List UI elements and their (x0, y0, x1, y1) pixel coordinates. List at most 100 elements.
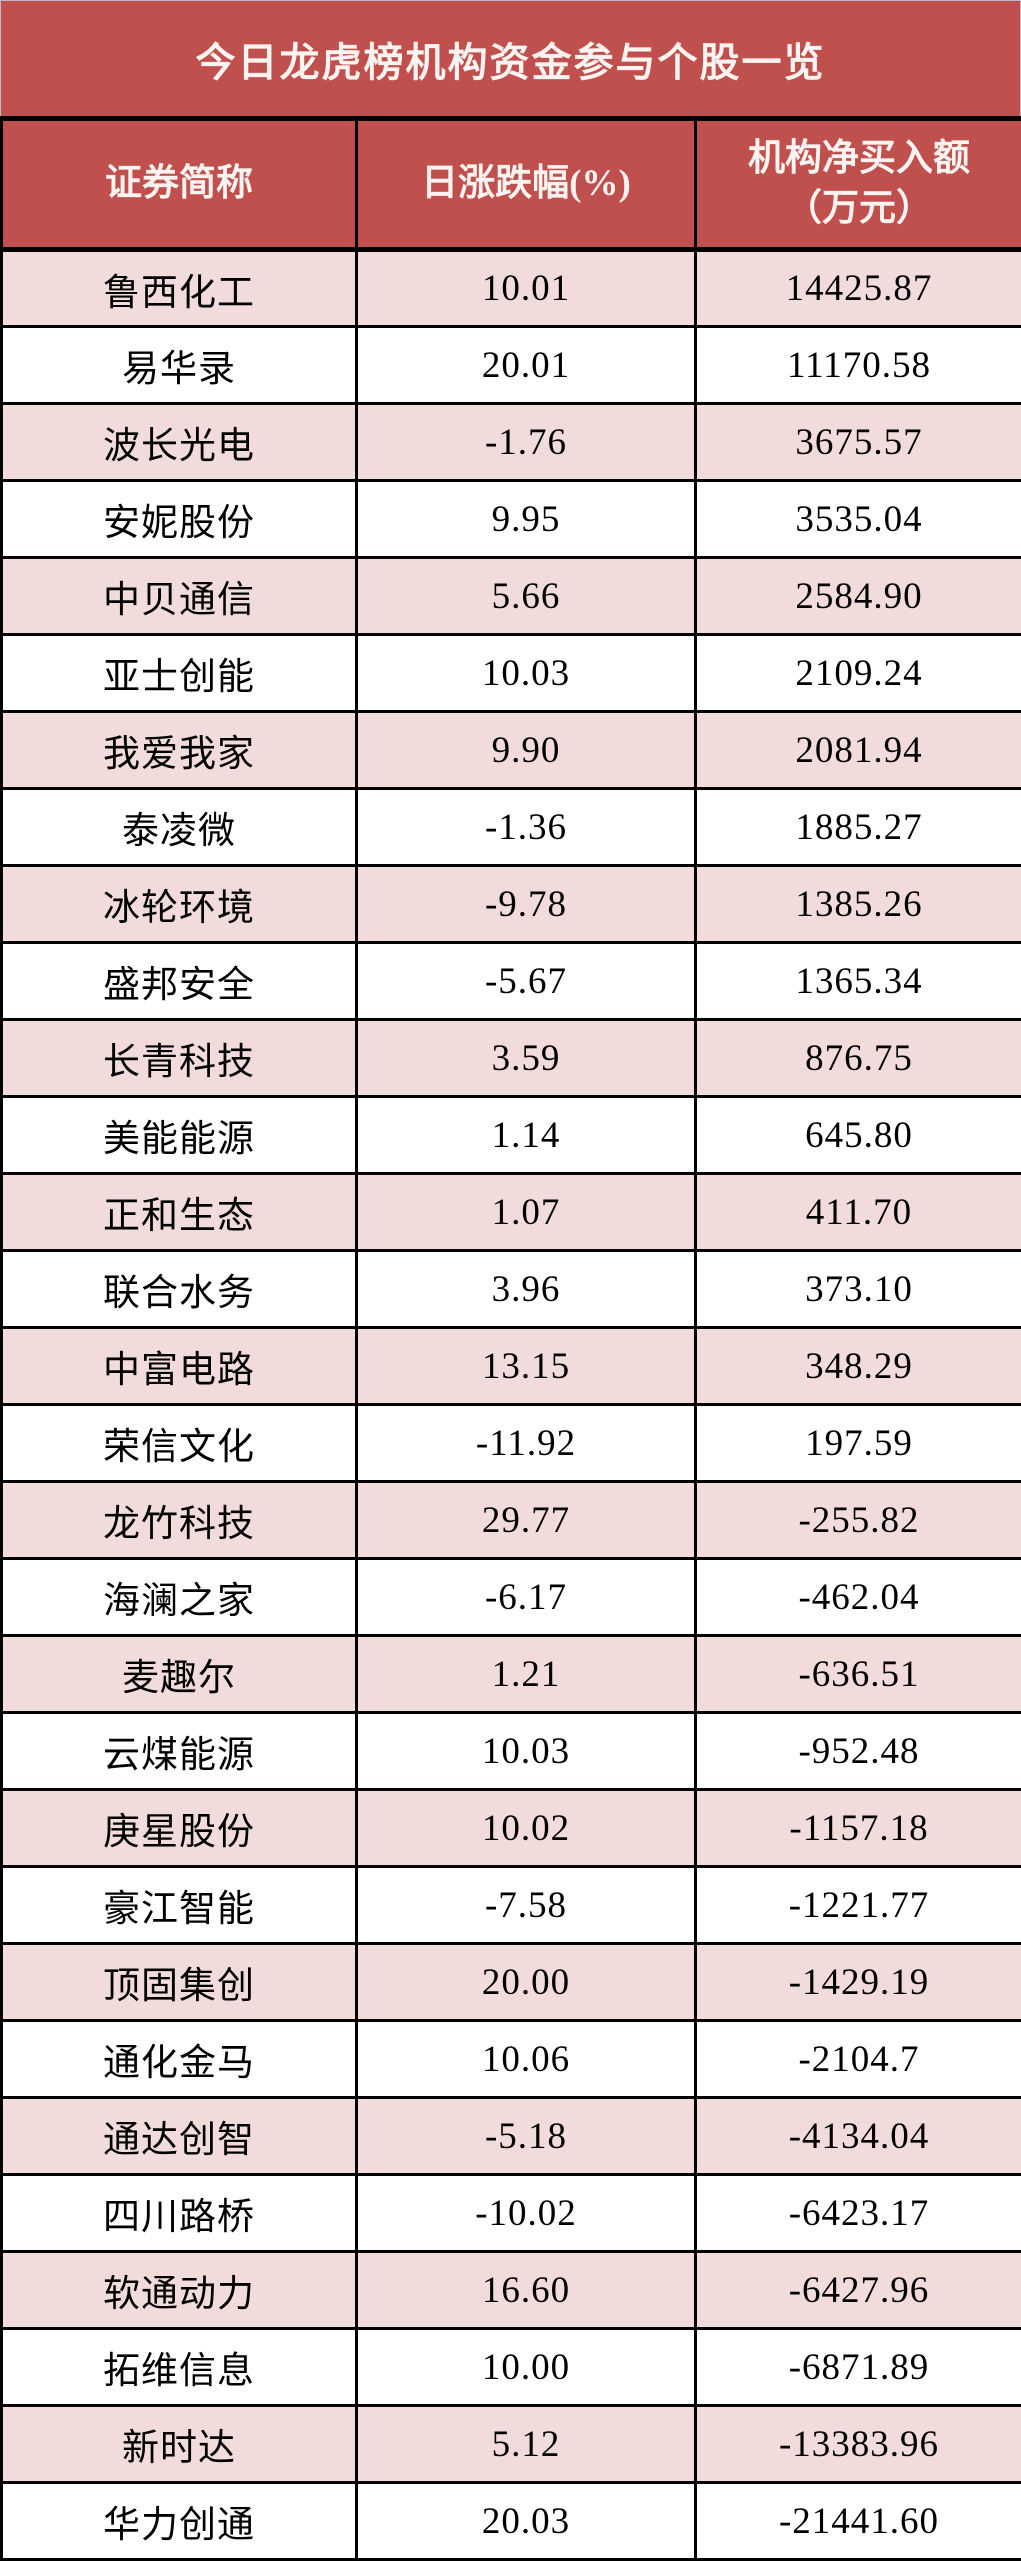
daily-change-pct-cell: -5.18 (357, 2098, 696, 2175)
daily-change-pct-cell: 10.03 (357, 1713, 696, 1790)
net-buy-amount-cell: 2584.90 (696, 558, 1021, 635)
daily-change-pct-cell: -1.36 (357, 789, 696, 866)
daily-change-pct-cell: 16.60 (357, 2252, 696, 2329)
net-buy-amount-cell: 1885.27 (696, 789, 1021, 866)
net-buy-amount-cell: -4134.04 (696, 2098, 1021, 2175)
daily-change-pct-cell: 10.02 (357, 1790, 696, 1867)
net-buy-amount-cell: -21441.60 (696, 2483, 1021, 2560)
table-title: 今日龙虎榜机构资金参与个股一览 (196, 30, 826, 88)
daily-change-pct-cell: 1.21 (357, 1636, 696, 1713)
stock-name-cell: 我爱我家 (2, 712, 357, 789)
daily-change-pct-cell: 20.00 (357, 1944, 696, 2021)
net-buy-amount-cell: 1365.34 (696, 943, 1021, 1020)
net-buy-amount-cell: -462.04 (696, 1559, 1021, 1636)
stock-name-cell: 拓维信息 (2, 2329, 357, 2406)
daily-change-pct-cell: 10.06 (357, 2021, 696, 2098)
stock-name-cell: 通化金马 (2, 2021, 357, 2098)
stock-name-cell: 泰凌微 (2, 789, 357, 866)
net-buy-amount-cell: 3675.57 (696, 404, 1021, 481)
stock-name-cell: 冰轮环境 (2, 866, 357, 943)
daily-change-pct-cell: 20.03 (357, 2483, 696, 2560)
stock-name-cell: 豪江智能 (2, 1867, 357, 1944)
stock-name-cell: 联合水务 (2, 1251, 357, 1328)
daily-change-pct-cell: -11.92 (357, 1405, 696, 1482)
net-buy-amount-cell: 11170.58 (696, 327, 1021, 404)
daily-change-pct-cell: 9.90 (357, 712, 696, 789)
net-buy-amount-cell: -6871.89 (696, 2329, 1021, 2406)
net-buy-amount-cell: -636.51 (696, 1636, 1021, 1713)
net-buy-amount-cell: -13383.96 (696, 2406, 1021, 2483)
header-row: 证券简称 日涨跌幅(%) 机构净买入额 （万元） (2, 119, 1021, 250)
net-buy-amount-cell: -2104.7 (696, 2021, 1021, 2098)
net-buy-amount-cell: 876.75 (696, 1020, 1021, 1097)
stock-name-cell: 四川路桥 (2, 2175, 357, 2252)
net-buy-amount-cell: -6427.96 (696, 2252, 1021, 2329)
stock-name-cell: 波长光电 (2, 404, 357, 481)
stock-name-cell: 长青科技 (2, 1020, 357, 1097)
net-buy-amount-cell: 411.70 (696, 1174, 1021, 1251)
table-row: 豪江智能-7.58-1221.77 (2, 1867, 1021, 1944)
stock-name-cell: 易华录 (2, 327, 357, 404)
daily-change-pct-cell: 3.59 (357, 1020, 696, 1097)
daily-change-pct-cell: 29.77 (357, 1482, 696, 1559)
stock-name-cell: 美能能源 (2, 1097, 357, 1174)
stock-name-cell: 华力创通 (2, 2483, 357, 2560)
stock-name-cell: 中富电路 (2, 1328, 357, 1405)
daily-change-pct-cell: 3.96 (357, 1251, 696, 1328)
daily-change-pct-cell: 10.00 (357, 2329, 696, 2406)
daily-change-pct-cell: 10.03 (357, 635, 696, 712)
stock-name-cell: 亚士创能 (2, 635, 357, 712)
table-row: 四川路桥-10.02-6423.17 (2, 2175, 1021, 2252)
daily-change-pct-cell: -10.02 (357, 2175, 696, 2252)
net-buy-amount-cell: 2081.94 (696, 712, 1021, 789)
stock-name-cell: 海澜之家 (2, 1559, 357, 1636)
table-row: 通达创智-5.18-4134.04 (2, 2098, 1021, 2175)
stock-name-cell: 麦趣尔 (2, 1636, 357, 1713)
stock-name-cell: 龙竹科技 (2, 1482, 357, 1559)
stock-name-cell: 顶固集创 (2, 1944, 357, 2021)
stock-name-cell: 庚星股份 (2, 1790, 357, 1867)
daily-change-pct-cell: 13.15 (357, 1328, 696, 1405)
table-row: 海澜之家-6.17-462.04 (2, 1559, 1021, 1636)
stock-name-cell: 软通动力 (2, 2252, 357, 2329)
net-buy-amount-cell: 3535.04 (696, 481, 1021, 558)
daily-change-pct-cell: 1.14 (357, 1097, 696, 1174)
stock-name-cell: 正和生态 (2, 1174, 357, 1251)
daily-change-pct-cell: -5.67 (357, 943, 696, 1020)
net-buy-amount-cell: 348.29 (696, 1328, 1021, 1405)
net-buy-amount-cell: 14425.87 (696, 250, 1021, 327)
net-buy-amount-cell: -952.48 (696, 1713, 1021, 1790)
stock-name-cell: 通达创智 (2, 2098, 357, 2175)
daily-change-pct-cell: 9.95 (357, 481, 696, 558)
stock-name-cell: 安妮股份 (2, 481, 357, 558)
daily-change-pct-cell: 10.01 (357, 250, 696, 327)
net-buy-amount-cell: -1157.18 (696, 1790, 1021, 1867)
daily-change-pct-cell: -7.58 (357, 1867, 696, 1944)
net-buy-amount-cell: 2109.24 (696, 635, 1021, 712)
stock-name-cell: 荣信文化 (2, 1405, 357, 1482)
stock-name-cell: 鲁西化工 (2, 250, 357, 327)
daily-change-pct-cell: 5.12 (357, 2406, 696, 2483)
